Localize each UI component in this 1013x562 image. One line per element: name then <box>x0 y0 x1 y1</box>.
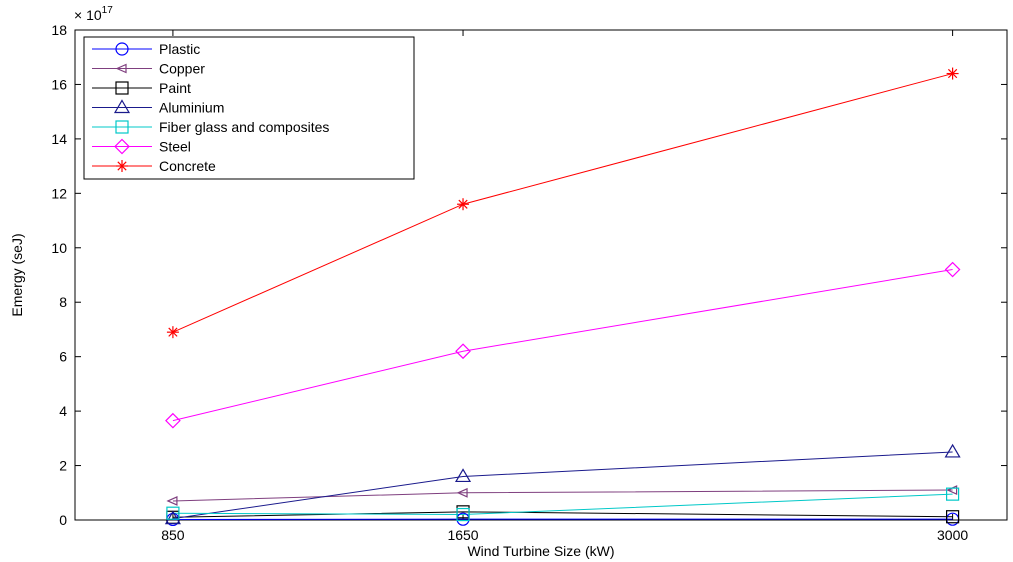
y-tick-label: 2 <box>59 458 67 474</box>
ticks-group: 0 2 4 6 8 10 12 14 16 18 850 1650 3000 <box>51 22 1007 543</box>
y-tick-label: 0 <box>59 512 67 528</box>
x-tick-label: 3000 <box>937 527 968 543</box>
legend-label: Steel <box>159 139 191 155</box>
y-exponent-value: 17 <box>102 5 114 16</box>
legend-marker <box>113 99 131 114</box>
y-tick-label: 14 <box>51 131 67 147</box>
series-line-aluminium <box>172 451 953 520</box>
legend-marker <box>115 63 127 74</box>
data-point-steel <box>455 343 471 360</box>
y-tick-label: 16 <box>51 76 67 92</box>
y-tick-label: 4 <box>59 403 67 419</box>
series-line-steel <box>172 269 953 422</box>
y-tick-label: 18 <box>51 22 67 38</box>
legend-marker <box>115 120 129 134</box>
series-line-paint <box>172 511 953 518</box>
data-point-fiber-glass-and-composites <box>456 507 470 522</box>
series-line-copper <box>172 489 953 502</box>
series-markers-group <box>164 67 961 527</box>
legend-marker <box>115 81 129 95</box>
y-tick-label: 12 <box>51 185 67 201</box>
legend-label: Paint <box>159 80 191 96</box>
y-tick-label: 6 <box>59 349 67 365</box>
legend-label: Aluminium <box>159 100 224 116</box>
data-point-aluminium <box>944 443 961 458</box>
legend-label: Copper <box>159 61 205 77</box>
legend-marker <box>114 138 130 155</box>
data-point-aluminium <box>454 468 472 483</box>
legend-label: Plastic <box>159 41 200 57</box>
y-exponent-label: × 1017 <box>74 5 113 23</box>
data-point-steel <box>944 261 961 278</box>
legend-marker <box>116 160 128 172</box>
y-tick-label: 10 <box>51 240 67 256</box>
data-point-concrete <box>166 326 179 339</box>
data-point-aluminium <box>164 510 181 525</box>
data-point-concrete <box>946 67 959 80</box>
legend-label: Fiber glass and composites <box>159 119 329 135</box>
legend-label: Concrete <box>159 158 216 174</box>
data-point-fiber-glass-and-composites <box>166 506 180 520</box>
x-tick-label: 1650 <box>447 527 478 543</box>
legend: Plastic Copper Paint Aluminium Fiber glass a… <box>83 36 415 180</box>
data-point-fiber-glass-and-composites <box>946 487 960 501</box>
data-point-paint <box>946 510 960 524</box>
series-lines-group <box>172 73 953 520</box>
data-point-concrete <box>457 198 470 211</box>
x-tick-label: 850 <box>161 527 185 543</box>
series-line-fiber-glass-and-composites <box>172 493 953 516</box>
data-point-copper <box>166 496 178 506</box>
y-tick-label: 8 <box>59 294 67 310</box>
data-point-copper <box>456 487 468 498</box>
y-axis-title: Emergy (seJ) <box>9 233 25 316</box>
data-point-steel <box>165 412 181 429</box>
legend-marker <box>115 42 129 56</box>
x-axis-title: Wind Turbine Size (kW) <box>467 543 614 559</box>
